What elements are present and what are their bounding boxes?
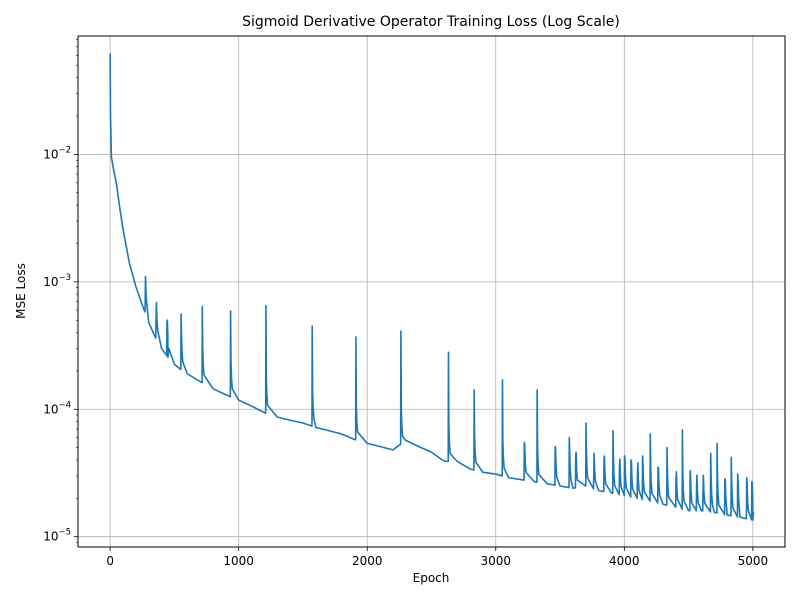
x-tick-label: 1000 [223,554,254,568]
y-tick-label: 10−2 [43,145,71,161]
x-tick-label: 2000 [352,554,383,568]
x-axis: 0 1000 2000 3000 4000 5000 [106,547,768,568]
x-tick-label: 5000 [738,554,769,568]
plot-frame [77,35,786,548]
y-tick-label: 10−4 [43,400,71,416]
loss-series-line [109,53,755,521]
chart-title: Sigmoid Derivative Operator Training Los… [242,14,620,30]
y-axis-label: MSE Loss [14,263,28,319]
x-tick-label: 3000 [480,554,511,568]
x-axis-label: Epoch [413,571,450,585]
y-axis: 10−5 10−4 10−3 10−2 [43,39,78,544]
y-tick-label: 10−5 [43,528,71,544]
plot-line-group [109,53,755,521]
x-tick-label: 4000 [609,554,640,568]
x-tick-label: 0 [106,554,114,568]
grid [78,36,785,547]
y-tick-label: 10−3 [43,273,71,289]
